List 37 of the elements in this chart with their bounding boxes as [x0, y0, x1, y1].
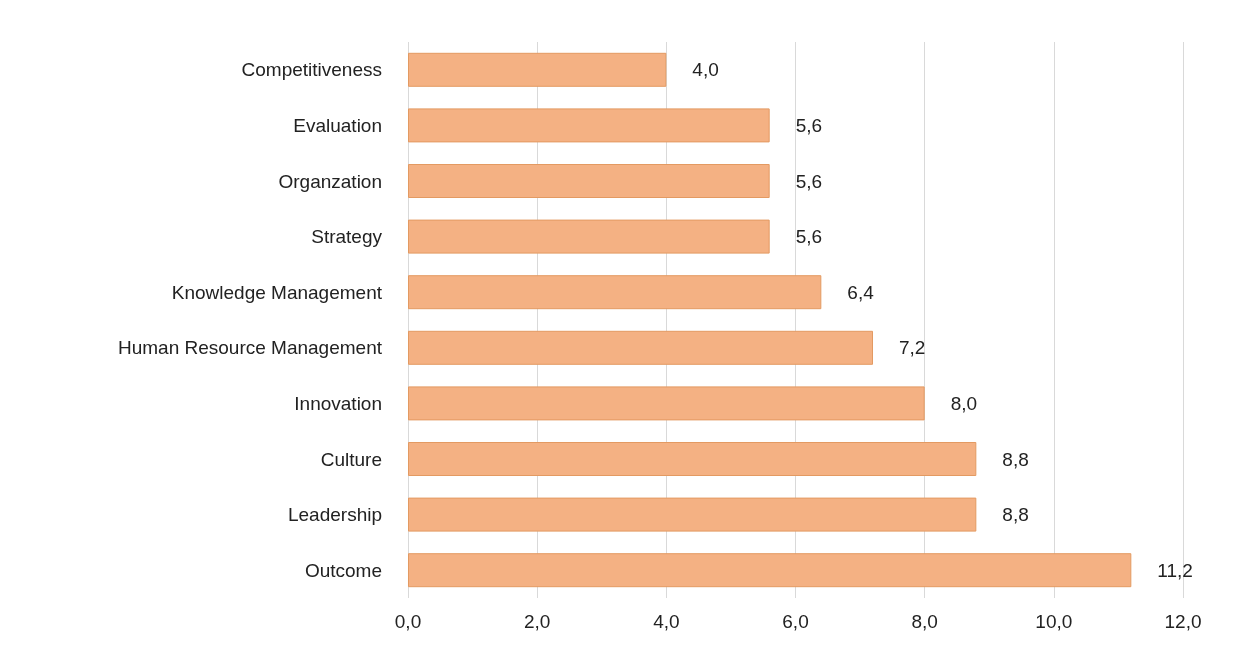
y-tick-label: Competitiveness: [241, 59, 382, 81]
data-label: 5,6: [795, 170, 823, 192]
data-label: 8,8: [1002, 448, 1029, 470]
bar: [408, 386, 925, 421]
data-label: 7,2: [899, 337, 926, 359]
x-tick-label: 2,0: [523, 611, 551, 632]
y-tick-label: Strategy: [311, 226, 383, 248]
data-label: 6,4: [847, 281, 875, 303]
y-tick-label: Knowledge Management: [171, 281, 383, 303]
y-tick-label: Leadership: [287, 504, 382, 526]
bar: [408, 108, 770, 143]
x-tick-label: 8,0: [911, 611, 938, 632]
x-tick-label: 6,0: [782, 611, 809, 632]
x-tick-label: 12,0: [1164, 611, 1202, 632]
x-tick-label: 4,0: [653, 611, 680, 632]
bar: [408, 442, 977, 476]
bar: [408, 164, 770, 198]
bar: [408, 330, 873, 365]
y-tick-label: Culture: [320, 448, 382, 470]
data-label: 11,2: [1157, 559, 1193, 581]
y-tick-label: Innovation: [294, 392, 382, 414]
data-label: 8,0: [950, 392, 978, 414]
y-tick-label: Human Resource Management: [117, 337, 383, 359]
bar: [408, 497, 977, 532]
x-tick-label: 10,0: [1035, 611, 1073, 632]
bar: [408, 219, 770, 254]
data-label: 4,0: [692, 59, 719, 81]
bar: [408, 275, 822, 310]
bar: [408, 52, 667, 87]
data-label: 5,6: [795, 226, 823, 248]
data-label: 8,8: [1002, 504, 1029, 526]
y-tick-label: Evaluation: [293, 114, 382, 136]
y-tick-label: Organzation: [278, 170, 382, 192]
x-tick-label: 0,0: [394, 611, 422, 632]
y-tick-label: Outcome: [304, 559, 382, 581]
data-label: 5,6: [795, 114, 823, 136]
bar: [408, 553, 1132, 588]
